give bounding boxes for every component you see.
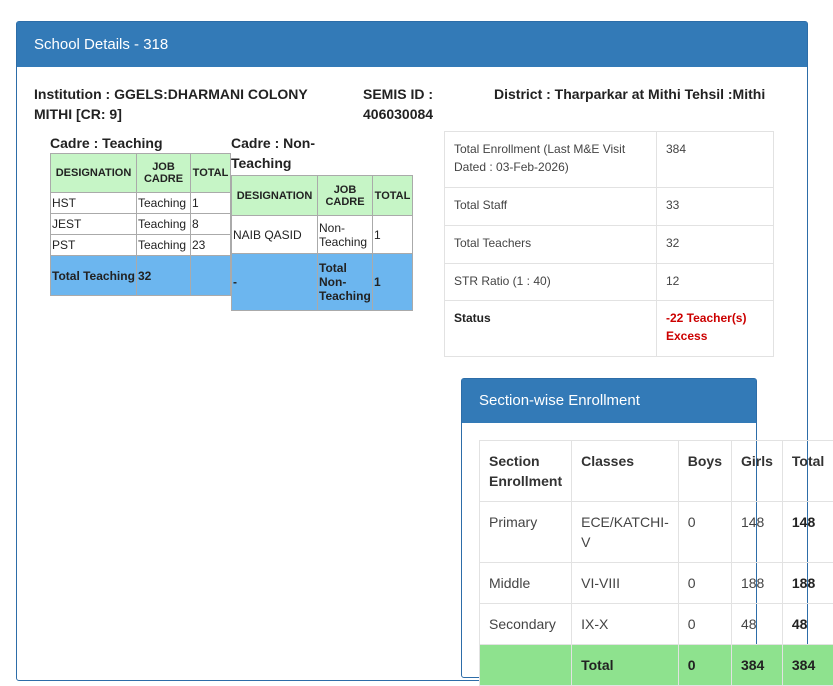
cell-job-cadre: Teaching: [137, 214, 191, 235]
cell-boys: 0: [678, 645, 731, 686]
summary-value: 32: [657, 226, 774, 264]
col-designation: DESIGNATION: [51, 154, 137, 193]
col-total: TOTAL: [191, 154, 231, 193]
cell-total: 1: [373, 216, 413, 254]
cell-total: 188: [782, 563, 833, 604]
cell-girls: 188: [731, 563, 782, 604]
cell-total-label: Total Non-Teaching: [318, 254, 373, 311]
summary-value: 384: [657, 132, 774, 188]
summary-label: STR Ratio (1 : 40): [445, 264, 657, 301]
cell-designation: HST: [51, 193, 137, 214]
institution-name: Institution : GGELS:DHARMANI COLONY MITH…: [34, 84, 334, 124]
cell-total: 23: [191, 235, 231, 256]
section-enrollment-table: Section Enrollment Classes Boys Girls To…: [479, 440, 833, 686]
cell-designation: PST: [51, 235, 137, 256]
cell-boys: 0: [678, 604, 731, 645]
cell-classes: ECE/KATCHI-V: [572, 502, 679, 563]
table-row: Primary ECE/KATCHI-V 0 148 148: [480, 502, 833, 563]
panel-title: School Details - 318: [17, 22, 807, 67]
cell-designation: NAIB QASID: [232, 216, 318, 254]
table-row: STR Ratio (1 : 40) 12: [445, 264, 774, 301]
district-info: District : Tharparkar at Mithi Tehsil :M…: [494, 84, 814, 104]
enrollment-summary-table: Total Enrollment (Last M&E Visit Dated :…: [444, 131, 774, 357]
cell-girls: 148: [731, 502, 782, 563]
cell-classes: VI-VIII: [572, 563, 679, 604]
table-row: Total Staff 33: [445, 188, 774, 226]
cell-total-designation: -: [232, 254, 318, 311]
col-job-cadre: JOB CADRE: [137, 154, 191, 193]
summary-label: Total Enrollment (Last M&E Visit Dated :…: [445, 132, 657, 188]
cell-total-label: Total Teaching: [51, 256, 137, 296]
nonteaching-cadre-title: Cadre : Non-Teaching: [231, 133, 341, 173]
cell-job-cadre: Teaching: [137, 235, 191, 256]
cell-designation: JEST: [51, 214, 137, 235]
cell-total: 148: [782, 502, 833, 563]
cell-section: Middle: [480, 563, 572, 604]
cell-girls: 48: [731, 604, 782, 645]
total-row: Total 0 384 384: [480, 645, 833, 686]
col-classes: Classes: [572, 441, 679, 502]
cell-total: 1: [191, 193, 231, 214]
table-row: HST Teaching 1: [51, 193, 231, 214]
table-row: Total Teachers 32: [445, 226, 774, 264]
cell-boys: 0: [678, 563, 731, 604]
col-girls: Girls: [731, 441, 782, 502]
cell-total: 48: [782, 604, 833, 645]
teaching-cadre-title: Cadre : Teaching: [50, 133, 163, 153]
cell-girls: 384: [731, 645, 782, 686]
nonteaching-table: DESIGNATION JOB CADRE TOTAL NAIB QASID N…: [231, 175, 413, 311]
cell-job-cadre: Teaching: [137, 193, 191, 214]
cell-total-value: 1: [373, 254, 413, 311]
summary-label: Total Teachers: [445, 226, 657, 264]
status-label: Status: [445, 301, 657, 357]
table-row: Secondary IX-X 0 48 48: [480, 604, 833, 645]
total-row: - Total Non-Teaching 1: [232, 254, 413, 311]
col-designation: DESIGNATION: [232, 176, 318, 216]
col-job-cadre: JOB CADRE: [318, 176, 373, 216]
col-total: Total: [782, 441, 833, 502]
table-header-row: Section Enrollment Classes Boys Girls To…: [480, 441, 833, 502]
col-boys: Boys: [678, 441, 731, 502]
section-enrollment-title: Section-wise Enrollment: [462, 379, 756, 423]
cell-total-label: Total: [572, 645, 679, 686]
semis-id: SEMIS ID : 406030084: [363, 84, 463, 124]
cell-boys: 0: [678, 502, 731, 563]
cell-total: 384: [782, 645, 833, 686]
total-row: Total Teaching 32: [51, 256, 231, 296]
cell-job-cadre: Non-Teaching: [318, 216, 373, 254]
cell-section: [480, 645, 572, 686]
cell-section: Primary: [480, 502, 572, 563]
table-row: Status -22 Teacher(s) Excess: [445, 301, 774, 357]
status-value: -22 Teacher(s) Excess: [657, 301, 774, 357]
cell-section: Secondary: [480, 604, 572, 645]
col-section: Section Enrollment: [480, 441, 572, 502]
table-row: Middle VI-VIII 0 188 188: [480, 563, 833, 604]
summary-value: 33: [657, 188, 774, 226]
summary-label: Total Staff: [445, 188, 657, 226]
table-row: Total Enrollment (Last M&E Visit Dated :…: [445, 132, 774, 188]
cell-total-empty: [191, 256, 231, 296]
cell-total-value: 32: [137, 256, 191, 296]
table-row: JEST Teaching 8: [51, 214, 231, 235]
col-total: TOTAL: [373, 176, 413, 216]
teaching-table: DESIGNATION JOB CADRE TOTAL HST Teaching…: [50, 153, 231, 296]
table-row: NAIB QASID Non-Teaching 1: [232, 216, 413, 254]
cell-classes: IX-X: [572, 604, 679, 645]
cell-total: 8: [191, 214, 231, 235]
table-row: PST Teaching 23: [51, 235, 231, 256]
summary-value: 12: [657, 264, 774, 301]
